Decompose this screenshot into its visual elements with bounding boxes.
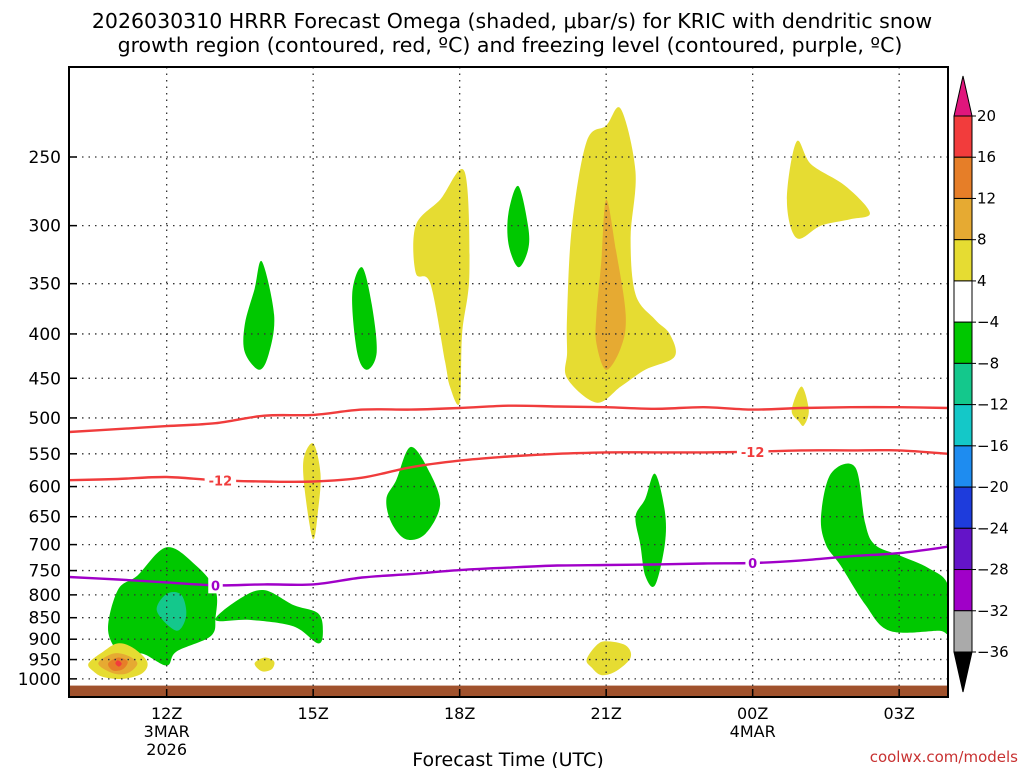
colorbar-bin-2 — [953, 156, 973, 199]
x-tick-date-00Z: 4MAR — [730, 722, 776, 741]
x-tick-date-12Z: 3MAR — [144, 722, 190, 741]
x-tick-label-12Z: 12Z — [151, 704, 182, 723]
colorbar-bin-6 — [953, 321, 973, 364]
x-tick-label-15Z: 15Z — [298, 704, 329, 723]
colorbar-label-12: −32 — [977, 602, 1009, 620]
y-tick-label-350: 350 — [29, 275, 61, 295]
y-tick-label-1000: 1000 — [18, 670, 61, 690]
y-tick-label-650: 650 — [29, 508, 61, 528]
omega-region-21 — [115, 660, 122, 667]
omega-region-9 — [820, 463, 948, 635]
colorbar-bin-8 — [953, 404, 973, 447]
omega-region-15 — [303, 443, 321, 540]
y-tick-label-850: 850 — [29, 609, 61, 629]
x-tick-year-12Z: 2026 — [146, 740, 187, 759]
colorbar-label-5: −4 — [977, 313, 999, 331]
omega-region-2 — [156, 592, 187, 631]
omega-region-12 — [595, 199, 626, 370]
omega-region-16 — [586, 641, 632, 676]
y-axis-pressure-ticks: 2503003504004505005506006507007508008509… — [18, 148, 77, 690]
colorbar-label-0: 20 — [977, 107, 996, 125]
freezing-level-label-bg-1 — [208, 577, 223, 594]
omega-region-6 — [507, 185, 530, 268]
colorbar-label-7: −12 — [977, 396, 1009, 414]
x-tick-label-18Z: 18Z — [444, 704, 475, 723]
colorbar-bin-4 — [953, 239, 973, 282]
dgz-cold-edge-label-2: -12 — [741, 446, 765, 461]
y-tick-label-800: 800 — [29, 586, 61, 606]
chart-title-line-2: growth region (contoured, red, ºC) and f… — [118, 33, 903, 57]
colorbar-bin-11 — [953, 527, 973, 571]
colorbar-label-3: 8 — [977, 231, 987, 249]
omega-region-7 — [386, 446, 441, 540]
x-tick-label-00Z: 00Z — [737, 704, 768, 723]
credit-text: coolwx.com/models — [870, 748, 1018, 766]
y-tick-label-300: 300 — [29, 217, 61, 237]
colorbar-label-11: −28 — [977, 561, 1009, 579]
x-tick-label-03Z: 03Z — [884, 704, 915, 723]
y-tick-label-600: 600 — [29, 478, 61, 498]
y-tick-label-450: 450 — [29, 369, 61, 389]
terrain-ground — [69, 685, 948, 697]
colorbar-bin-3 — [953, 197, 973, 241]
x-axis-title: Forecast Time (UTC) — [412, 749, 603, 768]
dgz-cold-edge-label-1: -12 — [209, 474, 233, 489]
y-tick-label-700: 700 — [29, 536, 61, 556]
colorbar-label-9: −20 — [977, 478, 1009, 496]
colorbar-bin-12 — [953, 569, 973, 612]
omega-colorbar: 20 16 12 8 4 −4 −8 −12 −16 −20 −24 −28 −32 −36 — [953, 75, 1009, 693]
y-tick-label-500: 500 — [29, 409, 61, 429]
colorbar-bin-9 — [953, 445, 973, 488]
omega-region-11 — [564, 107, 676, 403]
colorbar-bin-1 — [953, 115, 973, 158]
y-tick-label-750: 750 — [29, 562, 61, 582]
freezing-level-label-2: 0 — [748, 557, 757, 572]
freezing-level-label-bg-2 — [745, 554, 760, 571]
y-tick-label-550: 550 — [29, 445, 61, 465]
omega-region-4 — [243, 260, 275, 370]
colorbar-label-8: −16 — [977, 437, 1009, 455]
colorbar-label-6: −8 — [977, 354, 999, 372]
colorbar-arrow-top — [953, 75, 973, 117]
omega-region-8 — [635, 473, 666, 587]
omega-shading-layer — [69, 107, 948, 697]
colorbar-bin-7 — [953, 362, 973, 406]
x-tick-label-21Z: 21Z — [591, 704, 622, 723]
colorbar-arrow-bottom — [953, 651, 973, 693]
colorbar-bin-13 — [953, 610, 973, 653]
colorbar-bin-10 — [953, 486, 973, 529]
y-tick-label-950: 950 — [29, 651, 61, 671]
contour-layer: -12 -12 0 0 — [69, 404, 948, 594]
colorbar-label-1: 16 — [977, 148, 996, 166]
omega-region-10 — [413, 169, 470, 405]
chart-title-line-1: 2026030310 HRRR Forecast Omega (shaded, … — [92, 9, 932, 33]
y-tick-label-250: 250 — [29, 148, 61, 168]
colorbar-bin-5 — [953, 280, 973, 323]
omega-region-13 — [786, 140, 870, 239]
plot-frame — [68, 66, 949, 698]
omega-region-17 — [254, 657, 275, 672]
dgz-cold-edge-label-bg-1 — [204, 472, 237, 489]
gridlines — [69, 67, 948, 697]
dgz-cold-edge-line — [69, 448, 948, 484]
dgz-warm-edge-line — [69, 404, 948, 434]
colorbar-label-4: 4 — [977, 272, 987, 290]
y-tick-label-400: 400 — [29, 325, 61, 345]
dgz-cold-edge-label-bg-2 — [736, 443, 769, 460]
freezing-level-label-1: 0 — [211, 579, 220, 594]
omega-region-3 — [215, 589, 323, 644]
colorbar-label-10: −24 — [977, 519, 1009, 537]
colorbar-label-2: 12 — [977, 189, 996, 207]
colorbar-label-13: −36 — [977, 643, 1009, 661]
omega-region-5 — [352, 267, 377, 370]
y-tick-label-900: 900 — [29, 630, 61, 650]
omega-region-14 — [791, 386, 809, 426]
